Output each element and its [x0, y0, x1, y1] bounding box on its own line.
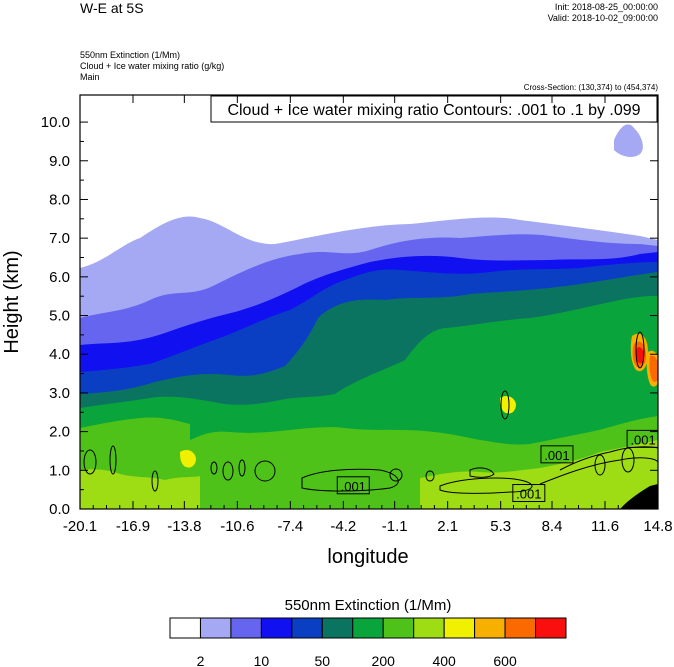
contour-label: .001 — [516, 487, 541, 502]
colorbar-label: 2 — [197, 653, 205, 667]
colorbar-swatch — [169, 617, 201, 639]
colorbar-swatch — [443, 617, 476, 639]
contour-label: .001 — [544, 448, 569, 463]
contour-line — [425, 470, 435, 482]
colorbar-swatch — [291, 617, 323, 639]
x-tick-label: -4.2 — [330, 518, 356, 535]
cloud-water-contours — [83, 331, 658, 494]
contour-line — [109, 445, 117, 475]
x-axis-title: longitude — [327, 546, 408, 568]
x-tick-label: -10.6 — [220, 518, 254, 535]
y-tick-label: 10.0 — [41, 114, 70, 131]
x-tick-label: 5.3 — [490, 518, 511, 535]
contour-label-box — [626, 429, 658, 448]
contour-label-layer: .001 .001 .001 .001 — [336, 429, 658, 503]
contour-line — [469, 467, 495, 478]
y-axis: 0.0 1.0 2.0 3.0 4.0 5.0 6.0 7.0 8.0 9.0 10.0 — [41, 114, 658, 518]
y-tick-label: 4.0 — [49, 346, 70, 363]
field-description: 550nm Extinction (1/Mm) — [80, 50, 181, 60]
y-tick-label: 6.0 — [49, 269, 70, 286]
colorbar-swatch — [382, 617, 415, 639]
colorbar-label: 400 — [432, 653, 456, 667]
colorbar-title: 550nm Extinction (1/Mm) — [285, 597, 452, 614]
y-axis-title: Height (km) — [1, 250, 23, 353]
contour-line — [500, 390, 510, 420]
colorbar-swatch — [321, 617, 354, 639]
x-tick-label: -1.1 — [382, 518, 408, 535]
y-tick-label: 8.0 — [49, 191, 70, 208]
extinction-band-800 — [636, 347, 644, 364]
contour-line — [254, 460, 276, 482]
colorbar-swatch — [352, 617, 384, 639]
plot-title: W-E at 5S — [80, 0, 144, 16]
contour-line — [389, 468, 403, 482]
valid-time: Valid: 2018-10-02_09:00:00 — [547, 13, 658, 23]
contour-label-box — [336, 476, 370, 495]
contour-line — [635, 331, 645, 369]
chart-title-box — [210, 95, 658, 123]
contour-line — [83, 449, 97, 475]
contour-line — [210, 461, 218, 475]
y-tick-label: 7.0 — [49, 230, 70, 247]
x-tick-label: 14.8 — [643, 518, 672, 535]
cloud-patch-upper-right — [614, 124, 643, 157]
colorbar-swatch — [504, 617, 537, 639]
cross-section-label: Cross-Section: (130,374) to (454,374) — [523, 83, 658, 92]
colorbar-swatch — [199, 617, 232, 639]
contour-line — [594, 454, 606, 476]
colorbar-swatch — [474, 617, 506, 639]
x-tick-label: -7.4 — [277, 518, 303, 535]
contour-line — [151, 470, 159, 492]
colorbar-label: 50 — [315, 653, 331, 667]
y-tick-label: 1.0 — [49, 462, 70, 479]
group-label: Main — [80, 72, 100, 82]
colorbar-swatch — [413, 617, 445, 639]
contour-line — [621, 447, 635, 473]
colorbar-label: 10 — [254, 653, 270, 667]
colorbar-swatch — [260, 617, 293, 639]
y-tick-label: 5.0 — [49, 308, 70, 325]
dark-terrain-patch — [620, 484, 658, 509]
contour-line — [439, 477, 533, 494]
contour-line — [301, 468, 399, 492]
contour-line — [539, 457, 658, 485]
x-tick-label: -20.1 — [63, 518, 97, 535]
colorbar: 2 10 50 200 400 600 — [169, 617, 567, 667]
colorbar-label: 200 — [372, 653, 396, 667]
extinction-field: .001 .001 .001 .001 — [80, 95, 658, 509]
colorbar-swatch — [230, 617, 262, 639]
contour-label-box — [540, 445, 574, 464]
contour-line — [222, 461, 234, 481]
y-tick-label: 9.0 — [49, 153, 70, 170]
init-time: Init: 2018-08-25_00:00:00 — [554, 2, 658, 12]
contour-line — [238, 459, 246, 477]
x-tick-label: 2.1 — [437, 518, 458, 535]
x-tick-label: -16.9 — [116, 518, 150, 535]
colorbar-label: 600 — [493, 653, 517, 667]
x-axis: -20.1 -16.9 -13.8 -10.6 -7.4 -4.2 -1.1 2.1 5.3 8.… — [63, 95, 673, 535]
y-tick-label: 2.0 — [49, 424, 70, 441]
colorbar-swatch — [535, 617, 567, 639]
contour-field-description: Cloud + Ice water mixing ratio (g/kg) — [80, 61, 225, 71]
x-tick-label: 8.4 — [542, 518, 563, 535]
x-tick-label: -13.8 — [167, 518, 201, 535]
chart-title: Cloud + Ice water mixing ratio Contours:… — [227, 102, 640, 119]
contour-label: .001 — [630, 432, 655, 447]
y-tick-label: 0.0 — [49, 501, 70, 518]
contour-label-box — [512, 484, 546, 503]
x-tick-label: 11.6 — [591, 518, 619, 535]
contour-label: .001 — [341, 479, 366, 494]
y-tick-label: 3.0 — [49, 385, 70, 402]
